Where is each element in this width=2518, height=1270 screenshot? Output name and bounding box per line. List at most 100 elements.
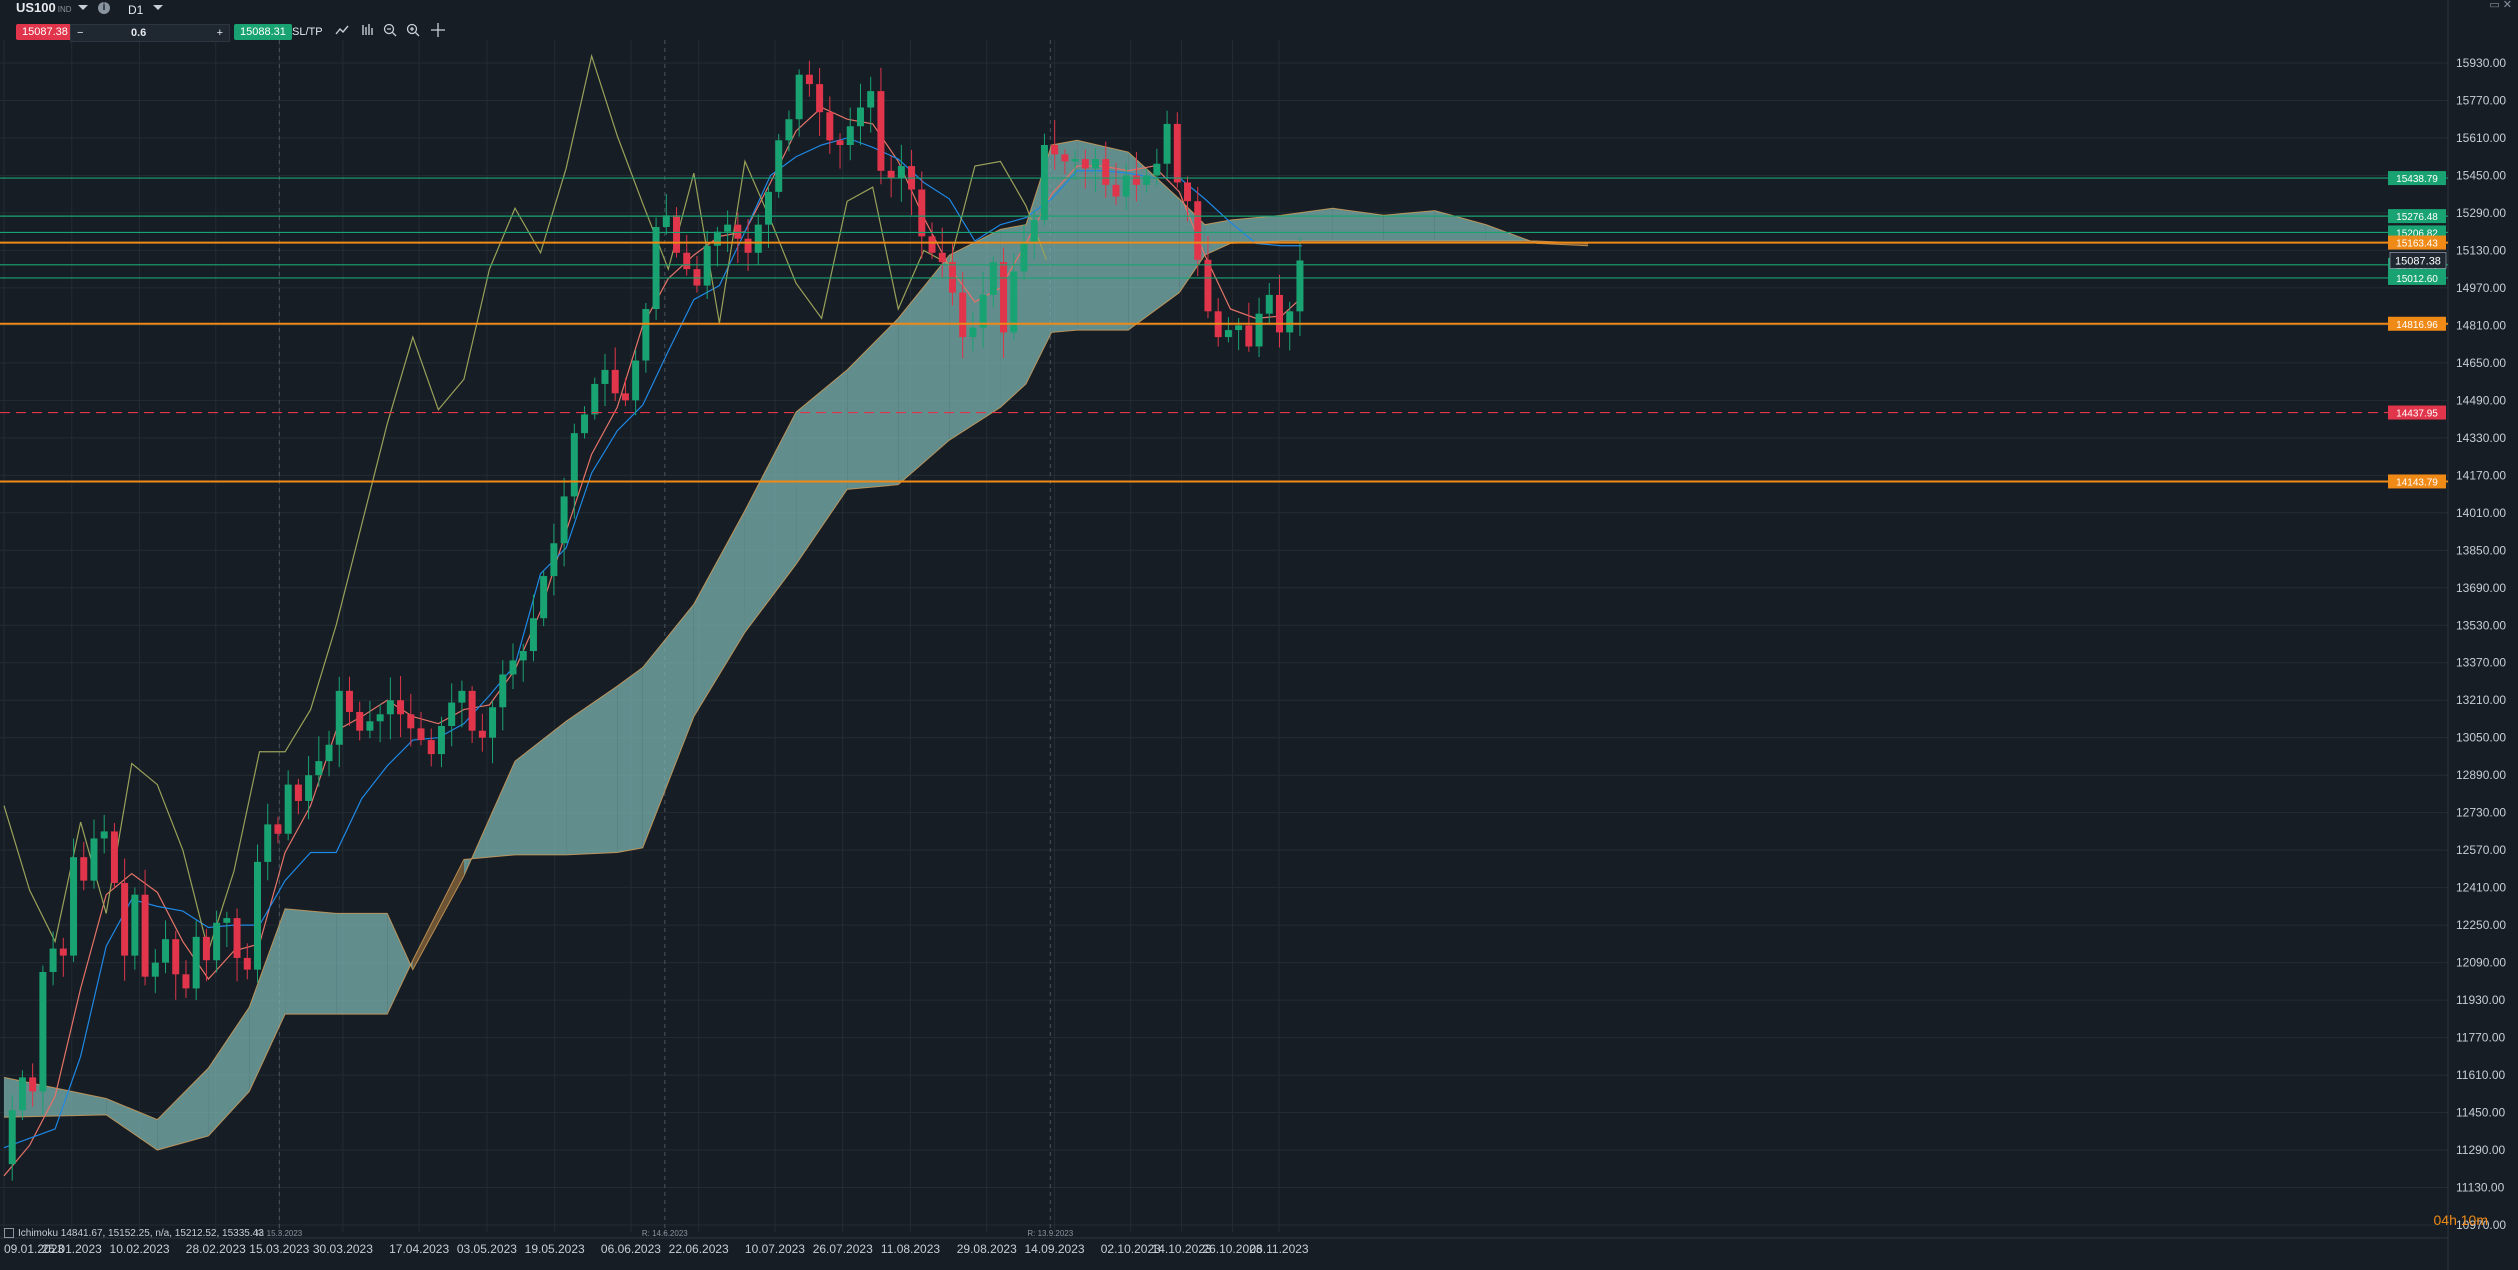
price-level-tag[interactable]: [2388, 235, 2446, 250]
x-tick-label: 03.05.2023: [457, 1242, 517, 1256]
candle-body: [652, 226, 660, 309]
x-tick-label: 06.11.2023: [1249, 1242, 1308, 1256]
candle-body: [601, 369, 609, 384]
candle-body: [121, 882, 129, 956]
quantity-stepper[interactable]: − 0.6 +: [70, 24, 230, 42]
sltp-button[interactable]: SL/TP: [292, 26, 323, 38]
timeframe-selector[interactable]: D1: [128, 3, 144, 17]
candle-body: [1112, 184, 1120, 197]
price-level-label: 15438.79: [2396, 174, 2438, 185]
y-tick-label: 14810.00: [2456, 318, 2506, 332]
sell-button[interactable]: 15087.38: [16, 24, 74, 40]
candle-body: [897, 166, 905, 178]
candle-body: [1102, 159, 1110, 185]
candle-body: [315, 761, 323, 776]
indicator-settings-icon[interactable]: [4, 1228, 14, 1239]
y-tick-label: 13530.00: [2456, 618, 2506, 632]
price-level-tag[interactable]: [2388, 171, 2446, 186]
ichimoku-cloud: [1434, 210, 1486, 242]
info-icon[interactable]: i: [98, 2, 110, 14]
x-tick-label: 09.01.2023: [4, 1242, 64, 1256]
candle-body: [550, 543, 558, 577]
buy-button[interactable]: 15088.31: [234, 24, 292, 40]
chart-type-icon[interactable]: [334, 22, 350, 38]
y-tick-label: 14330.00: [2456, 431, 2506, 445]
zoom-out-icon[interactable]: [382, 22, 398, 38]
candle-body: [928, 236, 936, 253]
ichimoku-cloud: [285, 908, 337, 1015]
y-tick-label: 12890.00: [2456, 768, 2506, 782]
price-level-label: 15012.60: [2396, 274, 2438, 285]
ichimoku-cloud: [412, 859, 464, 970]
candle-body: [366, 721, 374, 731]
candle-body: [100, 831, 108, 839]
candle-body: [29, 1077, 37, 1092]
indicators-icon[interactable]: [360, 22, 376, 38]
ichimoku-cloud: [642, 604, 694, 848]
candle-body: [274, 824, 282, 834]
ichimoku-cloud: [249, 908, 286, 1092]
ichimoku-cloud: [387, 913, 413, 1015]
price-level-tag[interactable]: [2388, 209, 2446, 224]
price-level-tag[interactable]: [2388, 405, 2446, 420]
candle-body: [233, 918, 241, 958]
price-level-tag[interactable]: [2388, 270, 2446, 285]
candle-body: [775, 140, 783, 192]
timeframe-caret-icon[interactable]: [153, 5, 163, 10]
decrease-button[interactable]: −: [77, 27, 84, 39]
candle-body: [632, 360, 640, 401]
candle-body: [560, 496, 568, 544]
candle-body: [8, 1110, 16, 1165]
candle-body: [478, 730, 486, 738]
candle-body: [918, 189, 926, 237]
candle-body: [581, 414, 589, 434]
candle-body: [856, 107, 864, 127]
candle-body: [867, 91, 875, 108]
price-level-tag[interactable]: [2388, 316, 2446, 331]
current-price-tag: [2389, 252, 2447, 269]
period-marker-label: R: 14.6.2023: [642, 1229, 688, 1238]
candle-body: [805, 74, 813, 85]
candle-body: [591, 383, 599, 415]
cloud-span-line: [3, 139, 1589, 1121]
candle-body: [141, 894, 149, 977]
candle-body: [1153, 163, 1161, 176]
candle-body: [621, 393, 629, 401]
ichimoku-cloud: [796, 369, 848, 565]
window-controls-icon[interactable]: ▭ ✕: [2489, 0, 2512, 11]
candle-body: [356, 711, 364, 731]
ichimoku-cloud: [1230, 215, 1282, 244]
y-tick-label: 14010.00: [2456, 506, 2506, 520]
candle-body: [1163, 123, 1171, 164]
candle-body: [264, 824, 272, 862]
chart-toolbar: US100 IND i D1 15087.38 − 0.6 + 15088.31 …: [0, 0, 2518, 42]
y-tick-label: 12410.00: [2456, 881, 2506, 895]
quantity-value[interactable]: 0.6: [131, 27, 147, 39]
candle-body: [335, 690, 343, 745]
symbol-selector[interactable]: US100 IND: [16, 0, 72, 15]
candle-body: [509, 660, 517, 675]
candle-body: [1040, 144, 1048, 220]
candle-body: [836, 140, 844, 145]
increase-button[interactable]: +: [216, 27, 223, 39]
zoom-in-icon[interactable]: [405, 22, 421, 38]
candle-body: [744, 238, 752, 253]
y-tick-label: 12730.00: [2456, 806, 2506, 820]
candle-body: [1061, 154, 1069, 162]
symbol-caret-icon[interactable]: [78, 5, 88, 10]
candle-body: [39, 971, 47, 1092]
chikou-line: [3, 53, 1048, 954]
price-level-tag[interactable]: [2388, 474, 2446, 489]
y-tick-label: 15770.00: [2456, 93, 2506, 107]
candle-body: [734, 224, 742, 239]
x-tick-label: 15.03.2023: [249, 1242, 309, 1256]
y-tick-label: 11610.00: [2456, 1068, 2505, 1082]
candle-body: [1030, 219, 1038, 244]
candle-body: [1194, 201, 1202, 260]
y-tick-label: 11130.00: [2456, 1181, 2505, 1195]
ichimoku-cloud: [744, 412, 797, 633]
candle-body: [1224, 330, 1232, 338]
crosshair-icon[interactable]: [430, 22, 446, 38]
y-tick-label: 15450.00: [2456, 168, 2506, 182]
